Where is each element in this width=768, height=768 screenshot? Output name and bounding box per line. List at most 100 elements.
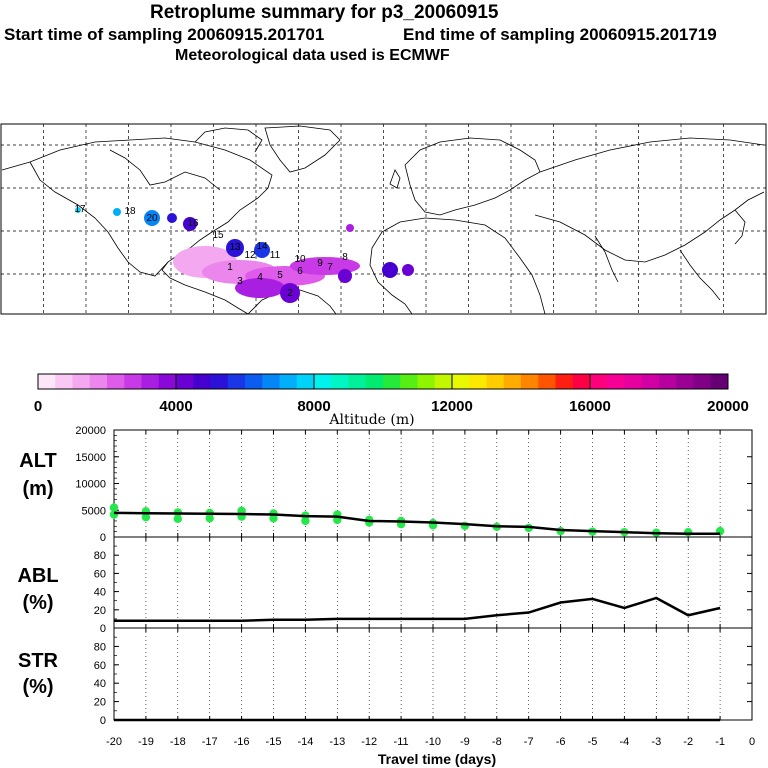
panel-row-unit: (m) — [22, 478, 53, 500]
colorbar-tick-label: 16000 — [569, 398, 611, 415]
colorbar-cell — [503, 374, 522, 389]
x-tick-label: -17 — [202, 736, 218, 748]
trajectory-label: 20 — [146, 213, 158, 224]
trajectory-label: 3 — [237, 276, 243, 287]
colorbar-cell — [331, 374, 349, 389]
colorbar-cell — [279, 374, 298, 389]
y-tick-label: 80 — [94, 641, 106, 653]
colorbar-cell — [676, 374, 694, 389]
y-tick-label: 0 — [100, 715, 106, 727]
trajectory-label: 9 — [317, 258, 323, 269]
page-title: Retroplume summary for p3_20060915 — [150, 2, 499, 23]
y-tick-label: 40 — [94, 678, 106, 690]
start-time: Start time of sampling 20060915.201701 — [4, 25, 325, 44]
trajectory-label: 12 — [244, 250, 256, 261]
colorbar-cell — [245, 374, 263, 389]
colorbar-cell — [38, 374, 56, 389]
plume-cluster — [254, 242, 270, 258]
colorbar-cell — [641, 374, 660, 389]
alt-scatter-point — [109, 503, 119, 512]
x-tick-label: -6 — [556, 736, 566, 748]
end-time: End time of sampling 20060915.201719 — [403, 25, 717, 44]
trajectory-label: 4 — [257, 272, 263, 283]
alt-scatter-point — [173, 514, 182, 524]
x-tick-label: -9 — [460, 736, 470, 748]
colorbar-cell — [486, 374, 505, 389]
plume-blob — [235, 278, 285, 298]
colorbar-cell — [210, 374, 229, 389]
colorbar-tick-label: 12000 — [431, 398, 473, 415]
colorbar-cell — [141, 374, 160, 389]
colorbar-cell — [158, 374, 177, 389]
timeseries-panels: 0 5000 10000 15000 20000 ALT (m) 0 20 40 60 80 ABL (%… — [17, 425, 755, 748]
colorbar-cell — [590, 374, 608, 389]
colorbar-cell — [400, 374, 418, 389]
y-tick-label: 20000 — [75, 425, 106, 437]
colorbar-tick-label: 0 — [34, 398, 42, 415]
y-tick-label: 60 — [94, 660, 106, 672]
x-tick-label: -13 — [329, 736, 345, 748]
trajectory-label: 14 — [256, 241, 268, 252]
panel-row-unit: (%) — [22, 592, 53, 614]
plume-cluster — [144, 210, 160, 226]
plume-cluster — [183, 217, 197, 231]
x-tick-label: -5 — [588, 736, 598, 748]
panel-alt: 0 5000 10000 15000 20000 ALT (m) — [19, 425, 753, 544]
y-tick-label: 60 — [94, 568, 106, 580]
panel-row-label: ALT — [19, 450, 56, 472]
y-tick-label: 10000 — [75, 479, 106, 491]
colorbar-cell — [693, 374, 712, 389]
plume-cluster — [167, 213, 177, 223]
y-tick-label: 0 — [100, 623, 106, 635]
colorbar-cell — [55, 374, 73, 389]
plume-cluster — [226, 239, 244, 257]
plume-cluster — [75, 207, 81, 213]
y-tick-label: 5000 — [82, 505, 106, 517]
colorbar-cell — [452, 374, 470, 389]
plume-cluster — [402, 264, 414, 276]
plume-cluster — [382, 262, 398, 278]
x-tick-label: 0 — [749, 736, 755, 748]
colorbar-cell — [710, 374, 729, 389]
trajectory-label: 16 — [187, 218, 199, 229]
colorbar-cell — [434, 374, 453, 389]
colorbar-frame — [37, 373, 729, 390]
panel-str: 0 20 40 60 80 STR (%) — [18, 627, 753, 727]
trajectory-label: 5 — [277, 270, 283, 281]
map-frame — [0, 123, 767, 315]
trajectory-label: 8 — [342, 252, 348, 263]
x-tick-label: -20 — [106, 736, 122, 748]
colorbar-cell — [521, 374, 539, 389]
colorbar-cell — [72, 374, 91, 389]
x-tick-label: -11 — [394, 736, 409, 748]
colorbar-label: Altitude (m) — [328, 412, 414, 428]
x-tick-label: -3 — [651, 736, 661, 748]
colorbar-cell — [659, 374, 677, 389]
colorbar-cell — [538, 374, 556, 389]
trajectory-label: 18 — [124, 206, 136, 217]
trajectory-label: 7 — [327, 262, 333, 273]
colorbar-cell — [176, 374, 194, 389]
alt-scatter-point — [141, 513, 151, 522]
colorbar-cell — [383, 374, 401, 389]
coastlines — [1, 125, 765, 315]
colorbar-cell — [607, 374, 625, 389]
retroplume — [75, 207, 414, 303]
x-tick-label: -4 — [620, 736, 630, 748]
trajectory-label: 15 — [212, 230, 224, 241]
y-tick-label: 0 — [100, 532, 106, 544]
plume-cluster — [346, 224, 354, 232]
panel-frame — [113, 536, 753, 629]
colorbar-cell — [572, 374, 591, 389]
trajectory-label: 2 — [287, 288, 293, 299]
y-tick-label: 20 — [94, 605, 106, 617]
colorbar-cell — [348, 374, 367, 389]
trajectory-label: 11 — [270, 250, 281, 261]
x-tick-label: -7 — [524, 736, 534, 748]
panel-row-unit: (%) — [22, 676, 53, 698]
x-axis-title: Travel time (days) — [378, 751, 496, 767]
panel-row-label: STR — [18, 650, 59, 672]
colorbar-cell — [124, 374, 142, 389]
